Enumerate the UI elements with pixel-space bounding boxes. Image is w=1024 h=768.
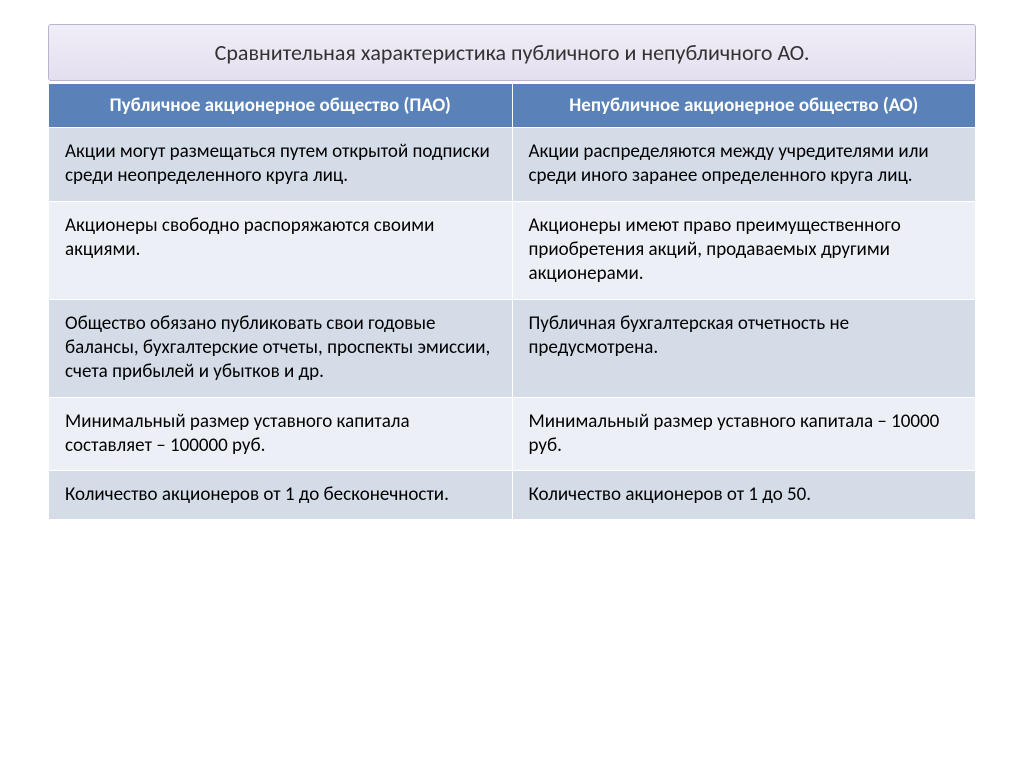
table-header-row: Публичное акционерное общество (ПАО) Неп… [49, 84, 976, 128]
cell-ao: Количество акционеров от 1 до 50. [512, 471, 976, 520]
cell-ao: Публичная бухгалтерская отчетность не пр… [512, 299, 976, 397]
table-row: Акционеры свободно распоряжаются своими … [49, 201, 976, 299]
cell-pao: Акции могут размещаться путем открытой п… [49, 128, 513, 202]
cell-ao: Минимальный размер уставного капитала – … [512, 397, 976, 471]
table-row: Общество обязано публиковать свои годовы… [49, 299, 976, 397]
table-body: Акции могут размещаться путем открытой п… [49, 128, 976, 520]
table-row: Акции могут размещаться путем открытой п… [49, 128, 976, 202]
column-header-ao: Непубличное акционерное общество (АО) [512, 84, 976, 128]
cell-ao: Акции распределяются между учредителями … [512, 128, 976, 202]
cell-pao: Количество акционеров от 1 до бесконечно… [49, 471, 513, 520]
comparison-table: Публичное акционерное общество (ПАО) Неп… [48, 83, 976, 520]
cell-pao: Общество обязано публиковать свои годовы… [49, 299, 513, 397]
table-row: Количество акционеров от 1 до бесконечно… [49, 471, 976, 520]
slide-container: Сравнительная характеристика публичного … [48, 24, 976, 520]
page-title: Сравнительная характеристика публичного … [48, 24, 976, 81]
table-row: Минимальный размер уставного капитала со… [49, 397, 976, 471]
cell-pao: Акционеры свободно распоряжаются своими … [49, 201, 513, 299]
column-header-pao: Публичное акционерное общество (ПАО) [49, 84, 513, 128]
cell-pao: Минимальный размер уставного капитала со… [49, 397, 513, 471]
cell-ao: Акционеры имеют право преимущественного … [512, 201, 976, 299]
